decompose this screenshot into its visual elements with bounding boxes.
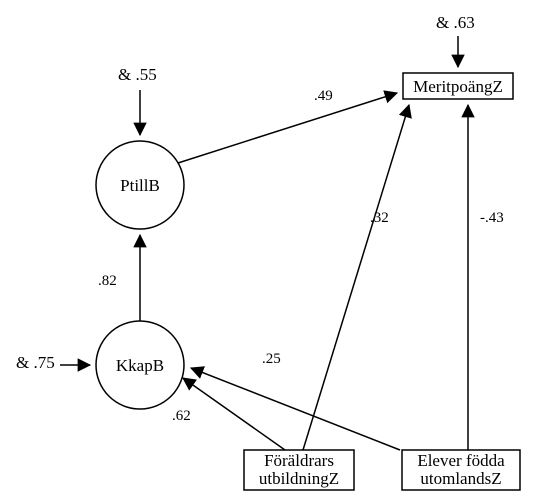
node-foraldrar: FöräldrarsutbildningZ — [244, 450, 354, 490]
coef-ptillb_merit: .49 — [314, 88, 333, 104]
coef-elever_kkapb: .25 — [262, 351, 281, 367]
edge-foraldrar_merit: .32 — [303, 105, 409, 450]
error-label-ptillb: & .55 — [118, 65, 157, 84]
node-label-ptillb: PtillB — [120, 176, 160, 195]
error-merit: & .63 — [436, 13, 475, 67]
node-label-kkapb: KkapB — [116, 356, 164, 375]
node-label-merit: MeritpoängZ — [413, 77, 503, 96]
edge-ptillb_merit: .49 — [178, 88, 397, 163]
edge-elever_merit: -.43 — [468, 105, 504, 450]
edge-kkapb_ptillb: .82 — [98, 235, 140, 321]
edge-foraldrar_kkapb: .62 — [172, 378, 285, 450]
node-ptillb: PtillB — [96, 141, 184, 229]
node-label2-elever: utomlandsZ — [420, 469, 501, 488]
edge-elever_kkapb: .25 — [191, 351, 400, 450]
error-label-kkapb: & .75 — [16, 353, 55, 372]
coef-foraldrar_merit: .32 — [370, 210, 389, 226]
error-kkapb: & .75 — [16, 353, 90, 372]
error-ptillb: & .55 — [118, 65, 157, 135]
node-kkapb: KkapB — [96, 321, 184, 409]
coef-kkapb_ptillb: .82 — [98, 273, 117, 289]
coef-elever_merit: -.43 — [480, 210, 504, 226]
coef-foraldrar_kkapb: .62 — [172, 408, 191, 424]
node-label1-elever: Elever födda — [417, 451, 505, 470]
node-label1-foraldrar: Föräldrars — [264, 451, 334, 470]
error-label-merit: & .63 — [436, 13, 475, 32]
node-elever: Elever föddautomlandsZ — [402, 450, 520, 490]
node-merit: MeritpoängZ — [403, 73, 513, 99]
node-label2-foraldrar: utbildningZ — [259, 469, 339, 488]
